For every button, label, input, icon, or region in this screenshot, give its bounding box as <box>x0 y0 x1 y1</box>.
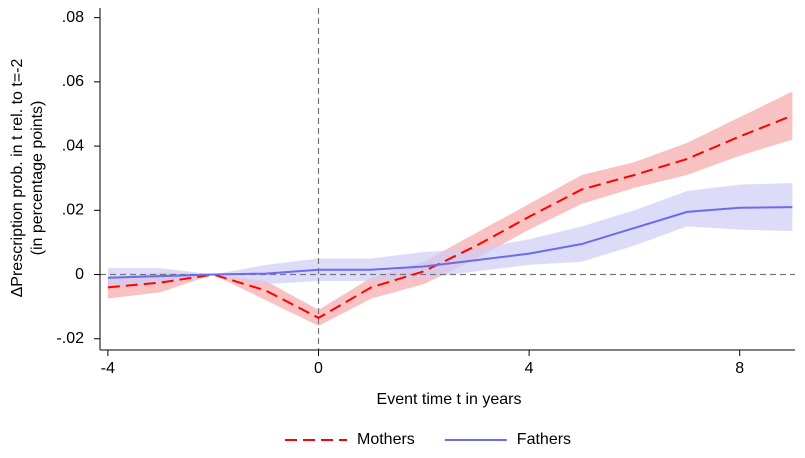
legend-label: Fathers <box>517 431 571 448</box>
y-tick-label: .08 <box>62 9 84 26</box>
series-line <box>107 206 793 279</box>
confidence-band <box>107 183 793 288</box>
y-axis-label: (in percentage points) <box>29 101 46 256</box>
bands <box>107 91 793 326</box>
x-axis-label: Event time t in years <box>377 391 522 408</box>
series-line <box>107 114 793 320</box>
y-tick-label: .06 <box>62 73 84 90</box>
y-tick-label: .02 <box>62 202 84 219</box>
y-tick-label: -.02 <box>56 330 84 347</box>
x-tick-label: 0 <box>314 360 323 377</box>
x-tick-label: 8 <box>735 360 744 377</box>
y-tick-label: 0 <box>75 266 84 283</box>
legend-label: Mothers <box>357 431 415 448</box>
x-tick-label: -4 <box>101 360 115 377</box>
x-tick-label: 4 <box>525 360 534 377</box>
y-tick-label: .04 <box>62 137 84 154</box>
y-axis-label: ΔPrescription prob. in t rel. to t=-2 <box>9 59 26 298</box>
